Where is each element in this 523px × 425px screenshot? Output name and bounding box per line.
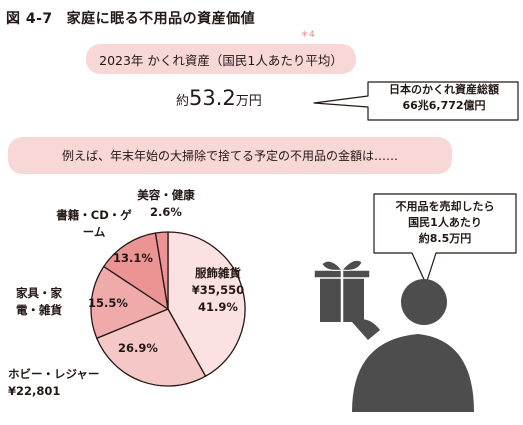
sell-callout-line1: 不用品を売却したら: [395, 200, 495, 213]
pie-slice-beauty: [154, 231, 169, 310]
total-assets-callout: 日本のかくれ資産総額 66兆6,772億円: [374, 82, 514, 114]
sell-value-callout: 不用品を売却したら 国民1人あたり 約8.5万円: [380, 199, 510, 247]
amount-unit: 万円: [235, 94, 262, 109]
total-callout-bubble: [313, 81, 519, 121]
label-apparel-percent: 41.9%: [198, 300, 238, 314]
pie-slice-furniture: [90, 265, 169, 339]
label-books-percent: 13.1%: [113, 251, 153, 265]
sell-callout-line2: 国民1人あたり: [408, 216, 482, 229]
pie-slice-hobby: [96, 308, 207, 387]
amount-value: 53.2: [189, 86, 236, 110]
label-apparel: 服飾雑貨 ¥35,550 41.9%: [180, 265, 256, 316]
amount-prefix: 約: [176, 94, 190, 109]
label-beauty: 美容・健康 2.6%: [128, 187, 204, 221]
label-furniture: 家具・家電・雑貨: [8, 285, 70, 319]
label-books: 書籍・CD・ゲーム: [52, 207, 136, 241]
label-books-name: 書籍・CD・ゲーム: [56, 208, 132, 239]
person-hand: [352, 319, 380, 340]
person-head: [401, 279, 447, 325]
label-beauty-name: 美容・健康: [137, 188, 195, 202]
sell-callout-line3: 約8.5万円: [418, 232, 472, 245]
gift-bow: [321, 259, 363, 271]
label-apparel-name: 服飾雑貨: [195, 266, 241, 280]
pie-slice-books: [103, 232, 169, 310]
figure-title: 図 4-7 家庭に眠る不用品の資産価値: [6, 8, 255, 28]
label-hobby-percent: 26.9%: [118, 341, 158, 355]
sell-callout-bubble: [373, 193, 517, 285]
label-hobby: ホビー・レジャー ¥22,801: [8, 366, 138, 400]
cleanup-banner: 例えば、年末年始の大掃除で捨てる予定の不用品の金額は……: [8, 137, 452, 174]
figure-heading: 家庭に眠る不用品の資産価値: [66, 11, 256, 27]
label-furniture-name: 家具・家電・雑貨: [16, 286, 62, 317]
total-callout-line1: 日本のかくれ資産総額: [389, 83, 499, 96]
person-with-gift-icon: [313, 259, 474, 412]
label-apparel-amount: ¥35,550: [191, 283, 245, 297]
label-furniture-percent: 15.5%: [88, 296, 128, 310]
per-capita-amount: 約53.2万円: [176, 86, 262, 110]
total-callout-line2: 66兆6,772億円: [402, 99, 486, 112]
label-hobby-name: ホビー・レジャー: [8, 367, 100, 381]
figure-number: 図 4-7: [6, 11, 53, 27]
label-hobby-amount: ¥22,801: [8, 384, 61, 398]
person-body: [352, 334, 474, 412]
summary-heading: 2023年 かくれ資産（国民1人あたり平均）: [86, 44, 356, 74]
footnote-mark: ＊4: [300, 30, 315, 40]
label-beauty-percent: 2.6%: [150, 205, 182, 219]
pie-slice-apparel: [167, 231, 246, 377]
